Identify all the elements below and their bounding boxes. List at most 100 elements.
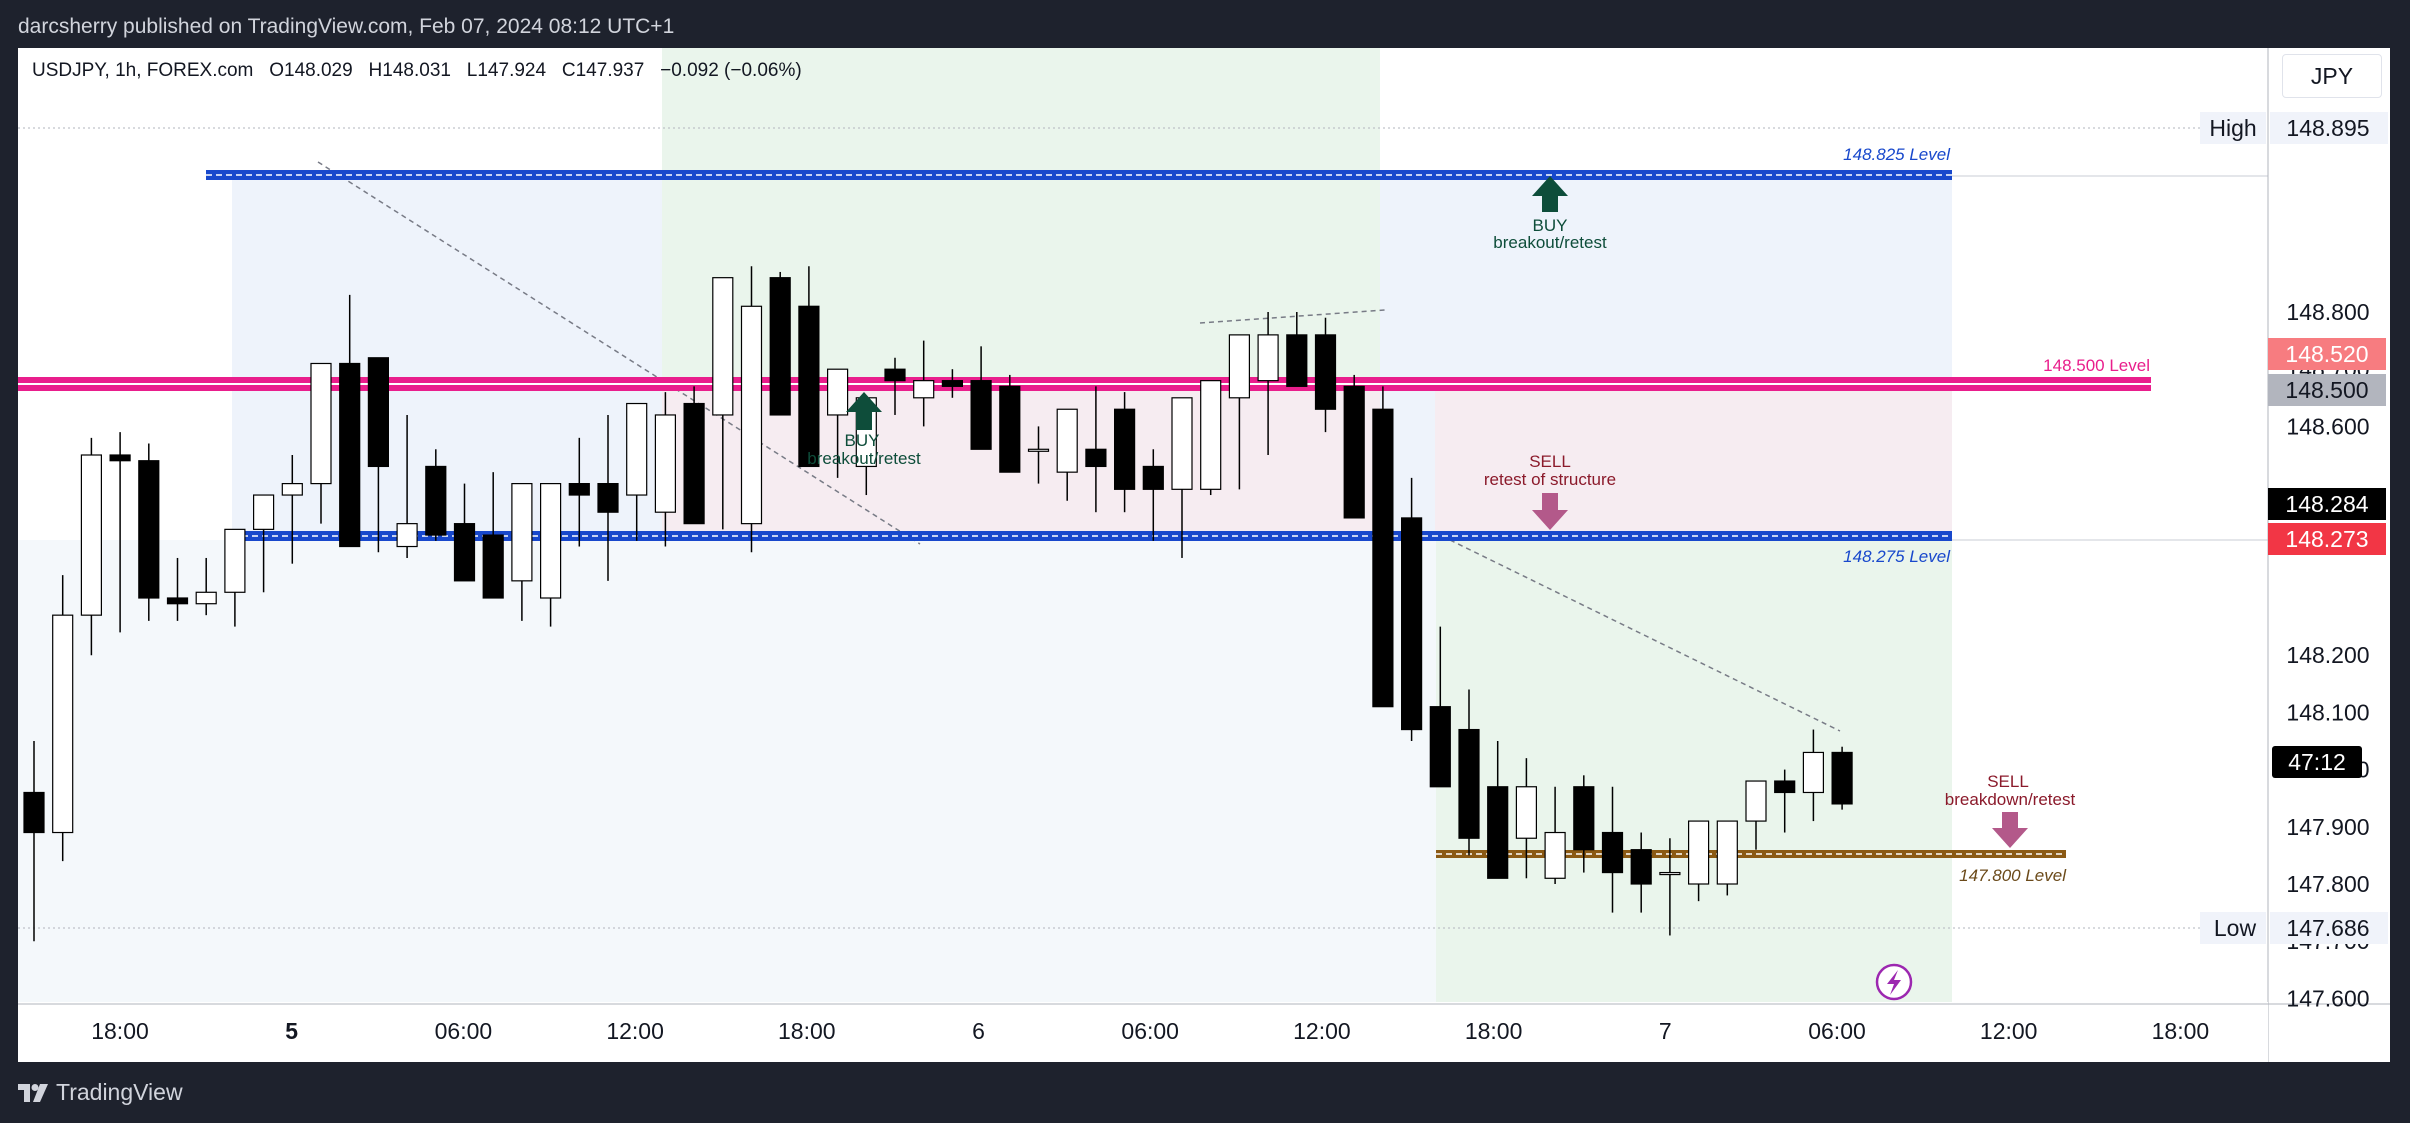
candle[interactable] [999,374,1021,473]
candle[interactable] [138,443,160,621]
level-148500[interactable] [18,377,2151,391]
candle[interactable] [626,402,648,541]
candle[interactable] [1228,334,1251,490]
zone-pink-right [1435,386,1952,538]
candles-layer [23,266,1853,942]
candle[interactable] [1630,832,1652,913]
badge-black-text: 148.284 [2285,491,2368,517]
time-tick-label: 12:00 [1980,1018,2038,1044]
level-148825[interactable] [206,170,1952,180]
candle[interactable] [1372,386,1394,708]
candle[interactable] [1802,729,1825,822]
symbol-name[interactable]: USDJPY, 1h, FOREX.com [32,60,254,81]
candle[interactable] [1257,312,1279,455]
candle[interactable] [913,340,935,427]
candle-body [1774,780,1796,794]
price-tick-label: 148.800 [2286,299,2369,325]
footer-brand[interactable]: TradingView [56,1079,183,1105]
candle[interactable] [23,741,45,942]
candle[interactable] [1343,374,1365,519]
candle[interactable] [1487,741,1509,879]
candle-body [1171,397,1193,490]
candle[interactable] [1774,769,1796,833]
candle[interactable] [396,414,418,558]
candle[interactable] [1831,746,1853,810]
candle[interactable] [1113,392,1136,513]
buy-top-sublabel: breakout/retest [1493,233,1607,252]
candle-body [482,534,504,599]
candle[interactable] [1544,786,1566,884]
candle[interactable] [166,557,189,621]
candle[interactable] [1142,449,1164,541]
candle[interactable] [597,414,619,581]
level-label-148275: 148.275 Level [1843,547,1951,566]
candle[interactable] [1429,626,1451,788]
candle[interactable] [511,483,533,621]
candle[interactable] [425,449,447,541]
candle[interactable] [1200,380,1222,496]
candle[interactable] [884,357,906,415]
candle[interactable] [1687,820,1710,902]
zone-range-left [232,176,662,538]
candle[interactable] [654,392,677,547]
candle[interactable] [1027,426,1050,484]
candle[interactable] [568,437,590,547]
buy-arrow-mid [846,392,882,430]
level-147800[interactable] [1436,850,2066,858]
candle[interactable] [367,357,389,553]
candle[interactable] [1573,775,1595,873]
candle[interactable] [1716,820,1738,896]
candle[interactable] [1400,477,1423,741]
candle[interactable] [1458,689,1480,856]
level-148275[interactable] [232,531,1952,541]
badge-red-top-text: 148.520 [2285,341,2368,367]
candle[interactable] [482,472,504,599]
candle[interactable] [1745,780,1767,850]
candle[interactable] [798,266,820,468]
candle-body [1027,448,1050,452]
candle[interactable] [1171,397,1193,558]
currency-button[interactable]: JPY [2282,54,2382,98]
candle[interactable] [740,266,763,553]
candle[interactable] [941,369,964,398]
candle-body [1142,465,1164,490]
high-value-bg [2270,112,2388,144]
candle[interactable] [253,494,275,593]
candle[interactable] [109,432,131,633]
candle[interactable] [1085,386,1107,513]
time-tick-label: 18:00 [778,1018,836,1044]
candle[interactable] [1659,838,1681,936]
candle[interactable] [224,528,246,627]
candle[interactable] [52,575,74,862]
candle-body [1113,408,1136,490]
candle[interactable] [1286,312,1308,387]
candle[interactable] [826,368,849,478]
candle[interactable] [281,455,303,564]
candle[interactable] [712,277,734,530]
badge-red-top [2268,338,2386,370]
high-label: High [2209,115,2256,141]
candle[interactable] [769,271,791,416]
candle[interactable] [453,483,476,582]
candle[interactable] [1601,786,1624,913]
candle[interactable] [1314,317,1337,433]
candle[interactable] [1056,408,1078,501]
candle-body [339,362,361,548]
low-label: Low [2214,915,2257,941]
sell-right-label: SELL [1987,772,2029,791]
time-tick-label: 6 [972,1018,985,1044]
lightning-icon[interactable] [1875,963,1913,1001]
candle[interactable] [970,346,992,450]
candle[interactable] [1515,758,1538,879]
time-tick-label: 06:00 [1121,1018,1179,1044]
candle[interactable] [195,557,217,616]
candle-body [683,402,705,525]
candle[interactable] [683,386,705,525]
time-axis[interactable] [18,1002,2268,1062]
candle[interactable] [80,437,103,656]
candle[interactable] [539,483,562,627]
candle[interactable] [339,294,361,548]
candle[interactable] [310,362,332,524]
candle-body [453,523,476,582]
